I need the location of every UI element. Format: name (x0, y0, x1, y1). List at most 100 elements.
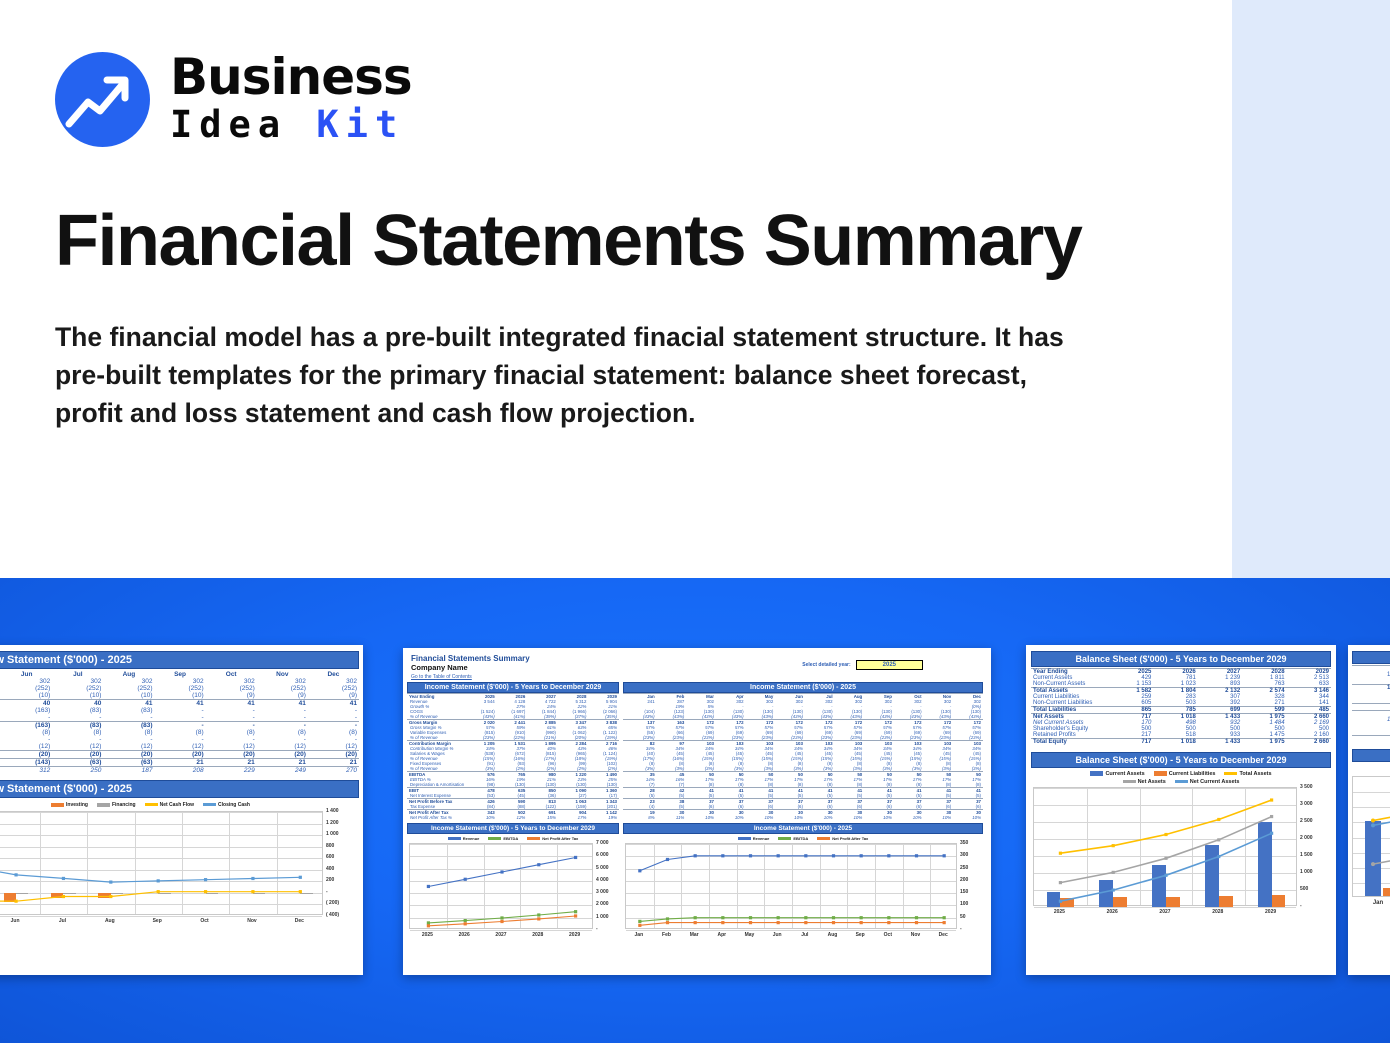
edge-table-title (1352, 651, 1390, 664)
table-cell: 37 (745, 798, 776, 804)
table-cell: - (256, 721, 308, 729)
legend-label: EBITDA (503, 836, 519, 841)
chart-bar (16, 892, 29, 895)
table-cell: 34% (883, 746, 892, 751)
table-cell: (12) (140, 743, 153, 750)
screenshot-balance-monthly-edge[interactable]: Jan1 1741241 297936927865121 08150012512… (1348, 645, 1390, 975)
table-cell: 57% (853, 725, 863, 730)
x-tick-label: Nov (247, 918, 257, 924)
table-of-contents-link[interactable]: Go to the Table of Contents (411, 674, 472, 680)
table-cell: - (150, 714, 153, 721)
table-cell: (815) (484, 730, 495, 735)
chart-bar (63, 892, 76, 895)
table-cell: 2027 (527, 693, 558, 699)
table-cell: (0%) (971, 704, 981, 709)
table-cell: 27% (516, 704, 526, 709)
gridline (764, 844, 766, 928)
year-selector-input[interactable]: 2025 (855, 660, 923, 670)
table-cell: Dec (953, 693, 983, 699)
table-cell: 717 (1109, 738, 1154, 745)
table-cell: (3%) (823, 766, 833, 771)
table-cell: (12) (192, 743, 204, 750)
row-label: EBITDA (407, 771, 467, 777)
table-cell: 17% (577, 815, 587, 820)
table-cell: 37 (864, 798, 894, 804)
screenshot-income-statement[interactable]: Financial Statements Summary Company Nam… (403, 648, 991, 975)
table-cell: 302 (141, 678, 153, 685)
table-cell: (8) (144, 729, 153, 736)
table-cell: (23%) (483, 735, 495, 740)
table-cell: 97 (656, 740, 687, 746)
table-row: (8) (8) (8) (8) (8) (8) (8) (8) (8) (8) (8) (8) (623, 761, 983, 766)
table-cell: (43%) (702, 714, 714, 719)
chart-lines (0, 871, 302, 903)
table-cell: 30 (804, 809, 835, 815)
table-cell: (43%) (672, 714, 685, 719)
table-row: Revenue 3 544 4 128 4 722 5 312 5 904 (407, 699, 619, 704)
screenshot-cash-flow[interactable]: Cash Flow Statement ($'000) - 2025 MayJu… (0, 645, 363, 975)
table-row: (23%) (23%) (23%) (23%) (23%) (23%) (23%) (23%)… (623, 735, 983, 741)
table-cell: (7) (649, 782, 655, 787)
table-cell: (130) (940, 709, 952, 714)
table-cell: 21 (205, 758, 257, 767)
table-cell: 172 (804, 719, 835, 725)
gridline (410, 893, 592, 895)
table-cell: (1 524) (480, 709, 495, 714)
table-row: Shareholder's Equity 500 500 500 500 500 (1031, 726, 1331, 732)
y-tick-label: 5 000 (596, 864, 609, 871)
income-doc-title: Financial Statements Summary (411, 654, 530, 663)
chart-bar (1383, 887, 1390, 896)
row-label: Net Profit After Tax (407, 809, 467, 815)
table-cell: (5) (738, 793, 744, 798)
table-cell: (130) (545, 782, 556, 787)
table-cell: 103 (745, 740, 776, 746)
table-cell: 57% (972, 725, 981, 730)
table-cell: 103 (834, 740, 865, 746)
table-cell: 103 (893, 740, 924, 746)
table-cell: 2 885 (527, 719, 558, 725)
table-cell: 172 (953, 719, 983, 725)
table-cell: (5) (975, 793, 981, 798)
legend-label: Closing Cash (218, 802, 250, 808)
table-row: Net Interest Expense (53) (45) (36) (27) (17) (407, 793, 619, 799)
table-cell: (20) (52, 750, 104, 759)
chart-bar (3, 892, 17, 903)
table-cell: (8) (827, 761, 833, 766)
chart-bar (110, 892, 124, 895)
x-tick-label: Aug (827, 932, 838, 938)
gridline (483, 844, 485, 928)
table-cell: 249 (256, 766, 308, 774)
y-tick-label: 800 (326, 842, 335, 849)
table-cell: 50 (715, 771, 746, 777)
table-cell: - (252, 736, 255, 743)
table-cell: (23%) (761, 735, 774, 740)
table-cell: 1 343 (588, 798, 619, 804)
table-row: (249)(252)(252)(252)(252)(252)(252)(252) (0, 685, 359, 692)
gridline (1353, 807, 1390, 809)
table-cell: 2 716 (588, 740, 619, 746)
table-cell: 1 174 (1386, 672, 1390, 678)
table-cell: 57% (794, 725, 803, 730)
table-cell: 865 (1109, 706, 1154, 714)
table-cell: (252) (290, 685, 306, 692)
screenshot-balance-sheet[interactable]: Balance Sheet ($'000) - 5 Years to Decem… (1026, 645, 1336, 975)
y-tick-label: 250 (960, 864, 969, 871)
table-cell: 4 128 (514, 699, 526, 704)
gridline (446, 844, 448, 928)
plot-area (625, 843, 957, 931)
table-row: Jan (1352, 665, 1390, 672)
table-cell: (130) (911, 709, 922, 714)
table-cell: 1 975 (1242, 738, 1287, 745)
table-cell: (43%) (761, 714, 774, 719)
table-cell: Apr (715, 693, 746, 699)
cashflow-chart: 1 400 1 200 1 000 800 600 400 200 - ( 200) ( 400)… (0, 808, 359, 931)
x-tick-label: 2028 (532, 932, 544, 938)
legend-item: Current Liabilities (1153, 771, 1215, 777)
table-row: 14% 16% 17% 17% 17% 17% 17% 17% 17% 17% 17% 17% (623, 777, 983, 782)
income-monthly-title: Income Statement ($'000) - 2025 (623, 682, 983, 693)
table-cell: 57% (675, 725, 685, 730)
table-cell: 17% (942, 777, 952, 782)
table-cell: 57% (734, 725, 744, 730)
table-cell: (19%) (605, 756, 617, 761)
gridline (0, 835, 322, 837)
